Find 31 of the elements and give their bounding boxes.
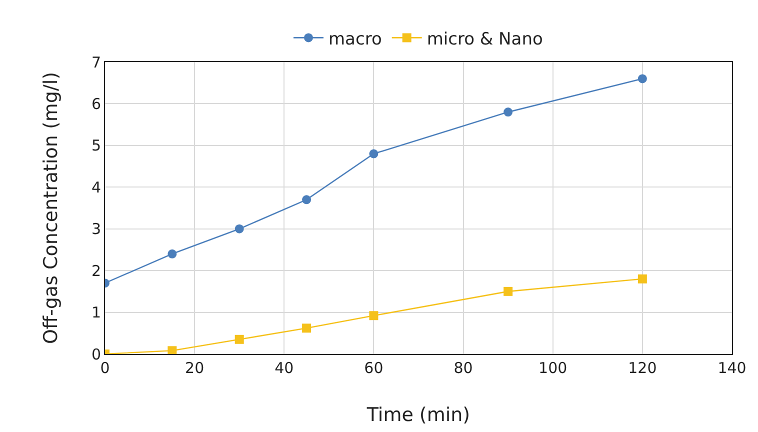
y-tick-label: 3: [91, 220, 101, 238]
y-tick-label: 6: [91, 94, 101, 113]
y-tick-label: 2: [91, 262, 101, 280]
point: [369, 149, 378, 158]
point: [302, 195, 312, 204]
legend-label: macro: [328, 29, 382, 50]
point: [504, 286, 513, 296]
point: [234, 334, 244, 344]
point: [638, 74, 647, 84]
x-tick-label: 80: [454, 359, 473, 377]
y-tick-label: 1: [91, 304, 101, 322]
y-tick-label: 7: [91, 53, 101, 72]
point: [168, 249, 177, 258]
x-tick-label: 140: [718, 359, 746, 377]
x-tick-label: 40: [274, 359, 294, 377]
point: [234, 224, 244, 234]
y-tick-label: 4: [91, 178, 101, 196]
point: [638, 274, 647, 284]
y-axis-title: Off-gas Concentration (mg/l): [40, 72, 62, 344]
point: [302, 324, 312, 333]
point: [504, 108, 513, 117]
legend-label: micro & Nano: [426, 29, 543, 50]
x-tick-label: 100: [538, 359, 568, 377]
x-tick-label: 60: [364, 359, 384, 377]
point: [369, 311, 378, 320]
point: [168, 346, 177, 354]
x-axis-title: Time (min): [366, 404, 470, 426]
x-tick-label: 120: [628, 359, 657, 377]
x-tick-label: 20: [185, 359, 204, 377]
y-tick-label: 5: [91, 136, 101, 155]
y-tick-label: 0: [91, 345, 101, 364]
